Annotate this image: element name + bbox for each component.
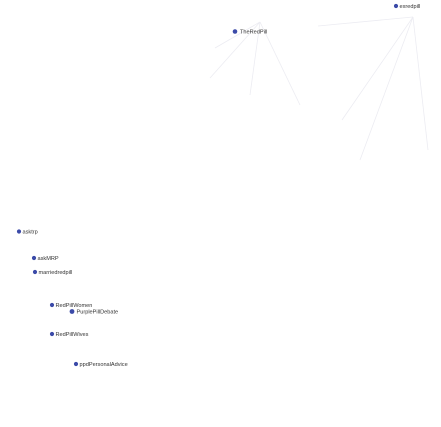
edge-exredpill-asktrp [341, 16, 414, 121]
graph-nodes: exredpill TheRedPill asktrp askMRP marri… [16, 3, 421, 368]
node-dot [31, 255, 37, 261]
node-dot [232, 29, 238, 34]
edge-therepill-redpillwives [259, 21, 301, 106]
node-label-theredpill: TheRedPill [240, 30, 267, 36]
node-ppdpersonaladvice[interactable]: ppdPersonalAdvice [73, 361, 128, 368]
node-asktrp[interactable]: asktrp [16, 229, 38, 236]
graph-edges [209, 16, 429, 161]
edge-therepill-ppd [214, 21, 261, 49]
edge-exredpill-ppdpersonaladvice [412, 16, 429, 151]
node-label-askmrp: askMRP [38, 256, 59, 262]
edge-exredpill-redpillwomen [359, 16, 414, 161]
node-label-purplepilldebate: PurplePillDebate [77, 310, 119, 316]
node-dot [16, 229, 22, 234]
node-dot [69, 309, 75, 314]
node-label-marriedredpill: marriedredpill [39, 270, 73, 276]
node-label-ppdpersonaladvice: ppdPersonalAdvice [80, 362, 128, 368]
node-dot [32, 269, 38, 275]
node-dot [49, 331, 55, 337]
node-label-redpillwives: RedPillWives [56, 332, 89, 338]
node-askmrp[interactable]: askMRP [31, 255, 59, 262]
node-label-asktrp: asktrp [23, 230, 38, 236]
node-redpillwomen[interactable]: RedPillWomen [49, 302, 93, 309]
node-label-redpillwomen: RedPillWomen [56, 303, 93, 309]
node-theredpill[interactable]: TheRedPill [232, 29, 268, 36]
node-marriedredpill[interactable]: marriedredpill [32, 269, 73, 276]
node-purplepilldebate[interactable]: PurplePillDebate [69, 309, 119, 316]
node-dot [393, 3, 399, 9]
node-redpillwives[interactable]: RedPillWives [49, 331, 89, 338]
edge-therepill-marriedredpill [249, 21, 261, 96]
edge-therepill-asktrp [209, 21, 261, 79]
node-dot [73, 361, 79, 367]
node-dot [49, 302, 55, 308]
edge-exredpill-therepill [317, 16, 414, 27]
node-exredpill[interactable]: exredpill [393, 3, 421, 10]
node-label-exredpill: exredpill [400, 4, 421, 10]
